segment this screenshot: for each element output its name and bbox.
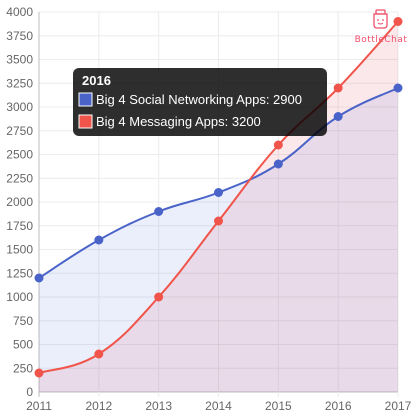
y-tick-label: 250: [13, 361, 33, 375]
y-tick-label: 1250: [6, 266, 33, 280]
x-tick-label: 2017: [385, 399, 412, 413]
watermark-text: BottleChat: [355, 35, 408, 45]
y-tick-label: 2000: [6, 195, 33, 209]
data-point[interactable]: [273, 159, 283, 169]
y-tick-label: 3750: [6, 29, 33, 43]
watermark-logo: BottleChat: [355, 9, 408, 45]
data-point[interactable]: [94, 349, 104, 359]
y-tick-label: 2750: [6, 124, 33, 138]
x-tick-label: 2014: [205, 399, 232, 413]
y-tick-label: 3000: [6, 100, 33, 114]
data-point[interactable]: [34, 368, 44, 378]
y-tick-label: 1000: [6, 290, 33, 304]
y-tick-label: 4000: [6, 5, 33, 19]
y-tick-label: 750: [13, 314, 33, 328]
tooltip-title: 2016: [82, 73, 111, 88]
tooltip: 2016 Big 4 Social Networking Apps: 2900 …: [73, 68, 327, 136]
tooltip-box: [73, 68, 327, 136]
x-tick-label: 2011: [26, 399, 52, 413]
bottle-icon: [373, 9, 388, 29]
data-point[interactable]: [214, 188, 223, 197]
data-point[interactable]: [333, 83, 343, 93]
tooltip-row-messaging: Big 4 Messaging Apps: 3200: [96, 114, 261, 129]
series-area-1: [39, 21, 398, 392]
y-tick-label: 0: [26, 385, 33, 399]
y-tick-label: 3500: [6, 53, 33, 67]
data-point[interactable]: [34, 273, 44, 283]
y-tick-label: 2250: [6, 171, 33, 185]
data-point[interactable]: [273, 140, 283, 150]
data-points[interactable]: [34, 17, 403, 378]
tooltip-swatch-messaging: [78, 114, 93, 129]
series-area-0: [39, 88, 398, 392]
x-tick-label: 2016: [325, 399, 352, 413]
data-point[interactable]: [393, 17, 403, 26]
x-tick-label: 2015: [265, 399, 292, 413]
tooltip-row-social: Big 4 Social Networking Apps: 2900: [96, 92, 302, 107]
axes: 0 250 500 750 1000 1250 1500 1750 2000 2250 2500 27…: [6, 5, 411, 413]
x-tick-label: 2013: [145, 399, 172, 413]
data-point[interactable]: [94, 235, 104, 245]
series-areas: [39, 21, 398, 392]
data-point[interactable]: [214, 216, 223, 226]
data-point[interactable]: [333, 112, 343, 121]
y-tick-label: 1500: [6, 243, 33, 257]
data-point[interactable]: [393, 83, 403, 93]
tooltip-swatch-social: [78, 92, 93, 107]
data-point[interactable]: [154, 207, 164, 216]
y-tick-label: 500: [13, 338, 33, 352]
x-tick-label: 2012: [85, 399, 112, 413]
y-tick-label: 3250: [6, 76, 33, 90]
y-tick-label: 2500: [6, 148, 33, 162]
data-point[interactable]: [154, 292, 164, 302]
y-tick-label: 1750: [6, 219, 33, 233]
